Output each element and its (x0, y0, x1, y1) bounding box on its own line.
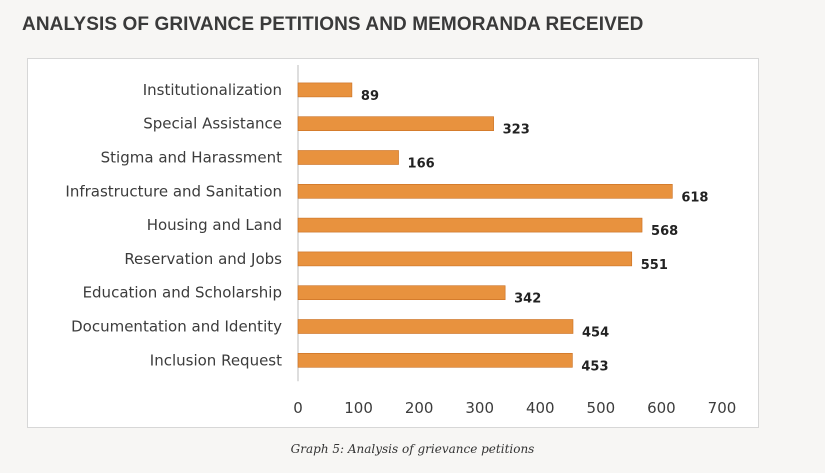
x-tick-label: 200 (405, 399, 434, 417)
category-label: Reservation and Jobs (124, 250, 282, 268)
bar (297, 184, 673, 199)
data-label: 166 (408, 157, 435, 172)
x-tick-label: 100 (344, 399, 373, 417)
bar (297, 319, 574, 334)
x-tick-label: 500 (587, 399, 616, 417)
bar (297, 352, 573, 368)
bar (297, 116, 494, 131)
category-label: Institutionalization (143, 81, 282, 99)
x-tick-label: 0 (293, 399, 303, 417)
x-tick-label: 700 (708, 399, 737, 417)
bar (297, 217, 643, 233)
data-label: 323 (503, 123, 530, 138)
data-label: 342 (514, 292, 541, 307)
data-label: 453 (581, 359, 608, 374)
x-tick-label: 600 (647, 399, 676, 417)
x-tick-label: 300 (465, 399, 494, 417)
data-label: 568 (651, 224, 678, 239)
bar (297, 82, 353, 98)
data-label: 454 (582, 326, 609, 341)
category-label: Infrastructure and Sanitation (65, 182, 282, 200)
category-label: Housing and Land (147, 216, 282, 234)
category-label: Education and Scholarship (83, 284, 282, 302)
data-label: 618 (681, 190, 708, 205)
category-label: Documentation and Identity (71, 318, 282, 336)
bar (297, 251, 633, 267)
data-label: 551 (641, 258, 668, 273)
page-title: ANALYSIS OF GRIVANCE PETITIONS AND MEMOR… (22, 14, 644, 35)
x-tick-label: 400 (526, 399, 555, 417)
data-label: 89 (361, 89, 379, 104)
category-label: Inclusion Request (150, 351, 282, 369)
category-label: Stigma and Harassment (101, 149, 282, 167)
figure-caption: Graph 5: Analysis of grievance petitions (290, 442, 535, 456)
bar (297, 150, 399, 165)
category-label: Special Assistance (143, 115, 282, 133)
bar (297, 285, 506, 301)
